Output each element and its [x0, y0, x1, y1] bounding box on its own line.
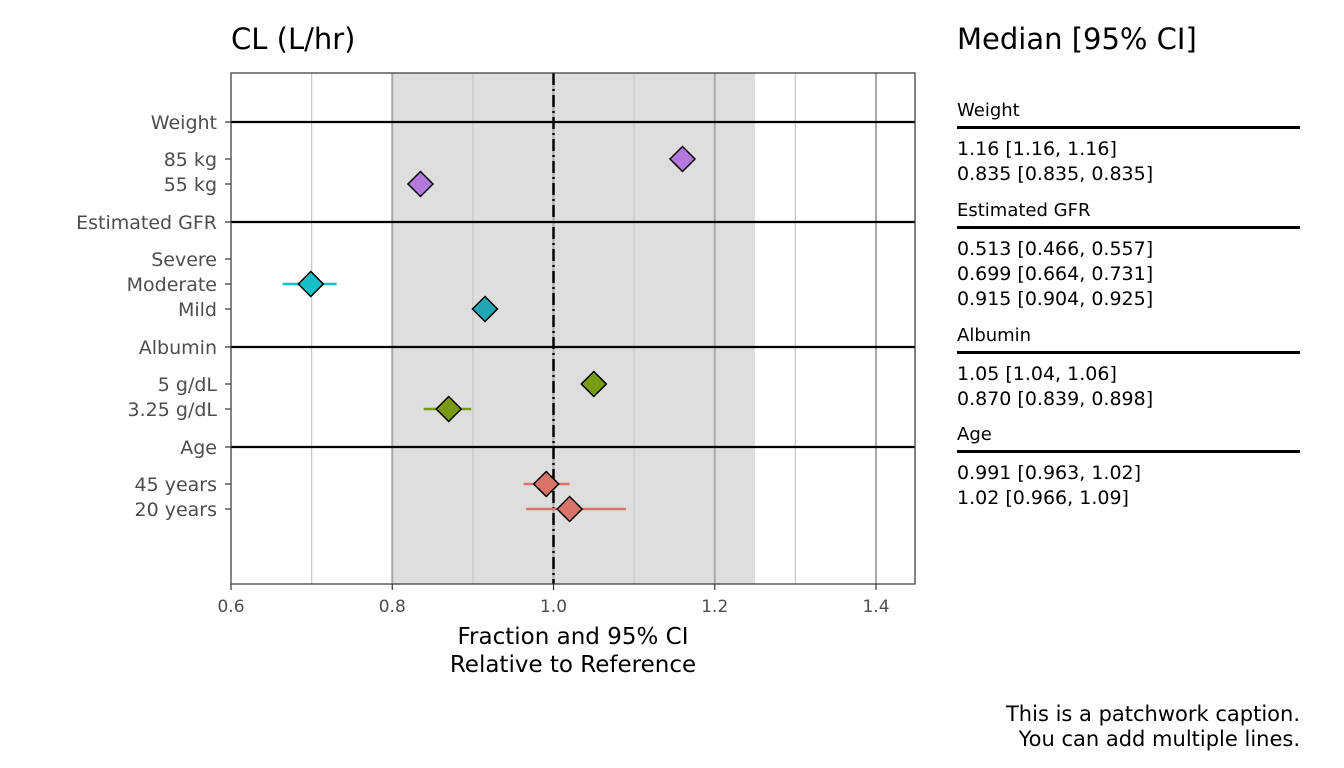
- point-85-kg: [668, 145, 697, 173]
- plot-panel-border: [230, 72, 916, 585]
- table-row: 0.513 [0.466, 0.557]: [957, 238, 1154, 260]
- y-tick-label: Moderate: [127, 274, 217, 296]
- caption-line-1: This is a patchwork caption.: [1005, 702, 1300, 726]
- point-3-25-g-dl: [435, 395, 463, 423]
- point-moderate: [297, 270, 325, 298]
- y-axis: Weight 85 kg 55 kg Estimated GFR Severe Moder…: [76, 112, 231, 521]
- forest-plot: Weight 85 kg 55 kg Estimated GFR Severe Moder…: [76, 72, 916, 678]
- x-tick-label: 0.8: [379, 597, 406, 617]
- point-45-years: [532, 470, 560, 498]
- table-row: 0.991 [0.963, 1.02]: [957, 462, 1142, 484]
- table-group-heading: Estimated GFR: [957, 200, 1300, 229]
- table-row: 0.870 [0.839, 0.898]: [957, 388, 1154, 410]
- table-row: 0.835 [0.835, 0.835]: [957, 163, 1154, 185]
- table-group-age: Age 0.991 [0.963, 1.02] 1.02 [0.966, 1.09]: [957, 424, 1300, 511]
- y-tick-label: 20 years: [134, 499, 217, 521]
- x-tick-label: 0.6: [217, 597, 244, 617]
- y-tick-label: 55 kg: [164, 174, 217, 196]
- y-tick-label: Severe: [151, 249, 217, 271]
- table-group-heading: Weight: [957, 100, 1300, 129]
- y-group-label-estimated-gfr: Estimated GFR: [76, 212, 217, 234]
- table-row: 0.915 [0.904, 0.925]: [957, 288, 1154, 310]
- x-axis-label-line-1: Fraction and 95% CI: [458, 624, 689, 650]
- x-axis-label-line-2: Relative to Reference: [450, 652, 696, 678]
- x-tick-label: 1.4: [862, 597, 889, 617]
- y-tick-label: 5 g/dL: [158, 374, 218, 396]
- y-tick-label: 45 years: [134, 474, 217, 496]
- plot-title: CL (L/hr): [231, 22, 356, 56]
- y-tick-label: Mild: [178, 299, 217, 321]
- point-5-g-dl: [580, 370, 608, 398]
- x-axis: 0.6 0.8 1.0 1.2 1.4: [217, 584, 890, 617]
- point-55-kg: [406, 170, 435, 198]
- table-group-heading: Age: [957, 424, 1300, 453]
- y-tick-label: 3.25 g/dL: [128, 399, 218, 421]
- table-group-estimated-gfr: Estimated GFR 0.513 [0.466, 0.557] 0.699 […: [957, 200, 1300, 312]
- table-row: 1.16 [1.16, 1.16]: [957, 138, 1117, 160]
- point-20-years: [556, 495, 584, 523]
- table-row: 1.02 [0.966, 1.09]: [957, 487, 1129, 509]
- y-tick-label: 85 kg: [164, 149, 217, 171]
- data-layer: [282, 145, 697, 523]
- y-group-label-weight: Weight: [151, 112, 217, 134]
- group-separator-layer: [231, 120, 915, 449]
- table-group-weight: Weight 1.16 [1.16, 1.16] 0.835 [0.835, 0.8…: [957, 100, 1300, 187]
- y-group-label-albumin: Albumin: [139, 337, 217, 359]
- table-title: Median [95% CI]: [957, 22, 1197, 56]
- caption: This is a patchwork caption. You can add…: [1006, 702, 1300, 752]
- y-group-label-age: Age: [180, 437, 217, 459]
- table-group-heading: Albumin: [957, 325, 1300, 354]
- point-mild: [471, 295, 499, 323]
- x-tick-label: 1.2: [701, 597, 728, 617]
- table-row: 0.699 [0.664, 0.731]: [957, 263, 1154, 285]
- table-group-albumin: Albumin 1.05 [1.04, 1.06] 0.870 [0.839, 0.…: [957, 325, 1300, 412]
- caption-line-2: You can add multiple lines.: [1018, 727, 1300, 751]
- table-row: 1.05 [1.04, 1.06]: [957, 363, 1117, 385]
- x-tick-label: 1.0: [540, 597, 567, 617]
